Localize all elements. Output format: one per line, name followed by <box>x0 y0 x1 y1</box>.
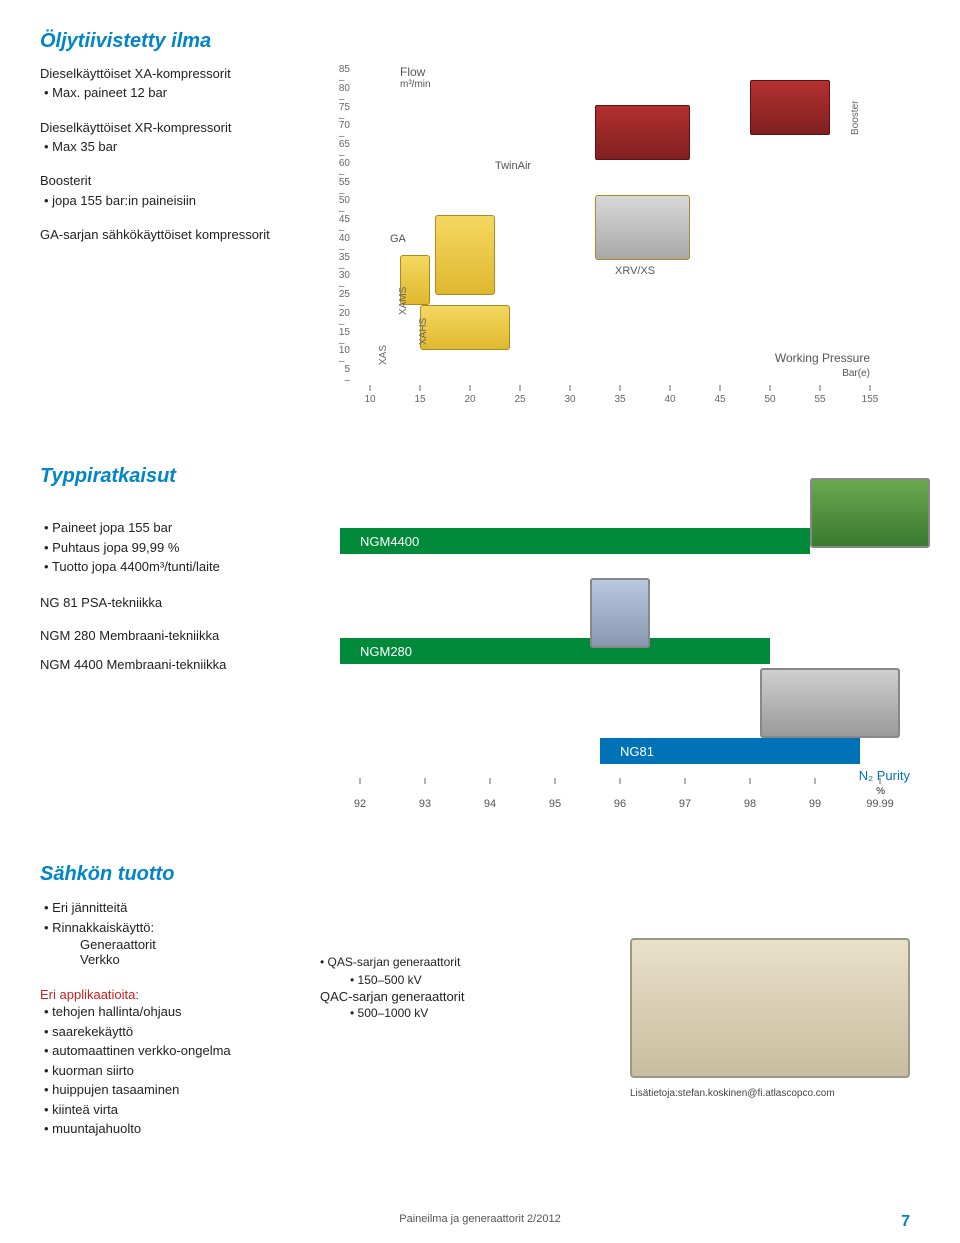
y-tick: 75 <box>339 102 350 124</box>
list-item: Max. paineet 12 bar <box>44 83 300 103</box>
x-tick: 25 <box>514 394 525 405</box>
nitro-bar: NGM280 <box>340 638 770 664</box>
gen-sub: 500–1000 kV <box>350 1004 600 1022</box>
power-left: Eri jännitteitä Rinnakkaiskäyttö: Genera… <box>40 898 290 1139</box>
x-tick: 15 <box>414 394 425 405</box>
list-item: tehojen hallinta/ohjaus <box>44 1002 290 1022</box>
section1-left: Dieselkäyttöiset XA-kompressorit Max. pa… <box>40 65 300 425</box>
gen-sub: 150–500 kV <box>350 971 600 989</box>
section2-title: Typpiratkaisut <box>40 465 920 488</box>
nitro-bar: NGM4400 <box>340 528 810 554</box>
nitro-tick: 96 <box>614 798 626 810</box>
x-tick: 35 <box>614 394 625 405</box>
nitro-tick: 97 <box>679 798 691 810</box>
list-item: Puhtaus jopa 99,99 % <box>44 538 320 558</box>
sub-item: Verkko <box>80 952 290 967</box>
x-tick: 10 <box>364 394 375 405</box>
flow-pressure-chart: Flow m³/min 5101520253035404550556065707… <box>320 65 900 425</box>
list-item: kiinteä virta <box>44 1100 290 1120</box>
section1-title: Öljytiivistetty ilma <box>40 30 920 53</box>
y-tick: 40 <box>339 233 350 255</box>
nitro-tick: 99 <box>809 798 821 810</box>
block-head: Boosterit <box>40 172 300 190</box>
nitro-chart: NGM4400 NGM280 NG81 N₂ Purity % 92 93 94 95 96… <box>340 518 920 858</box>
nitro-tick: 95 <box>549 798 561 810</box>
gen-line: QAS-sarjan generaattorit <box>320 953 600 971</box>
power-mid: QAS-sarjan generaattorit 150–500 kV QAC-… <box>320 898 600 1139</box>
y-tick: 20 <box>339 308 350 330</box>
y-tick: 35 <box>339 252 350 274</box>
y-tick: 65 <box>339 139 350 161</box>
y-tick: 5 <box>344 364 350 386</box>
footer-text: Paineilma ja generaattorit 2/2012 <box>399 1213 560 1225</box>
list-item: Tuotto jopa 4400m³/tunti/laite <box>44 557 320 577</box>
x-tick: 20 <box>464 394 475 405</box>
nitro-bar: NG81 <box>600 738 860 764</box>
nitro-tick: 98 <box>744 798 756 810</box>
block-head: GA-sarjan sähkökäyttöiset kompressorit <box>40 226 300 244</box>
x-tick: 155 <box>862 394 879 405</box>
xams-label: XAMS <box>398 287 409 315</box>
y-tick: 70 <box>339 120 350 142</box>
nitro-left: Paineet jopa 155 bar Puhtaus jopa 99,99 … <box>40 518 320 858</box>
gen-line: QAC-sarjan generaattorit <box>320 989 600 1004</box>
contact-info: Lisätietoja:stefan.koskinen@fi.atlascopc… <box>630 1088 910 1099</box>
y-tick: 30 <box>339 270 350 292</box>
x-axis-unit: Bar(e) <box>842 368 870 379</box>
nitro-tick: 93 <box>419 798 431 810</box>
nitro-tick: 94 <box>484 798 496 810</box>
list-item: Paineet jopa 155 bar <box>44 518 320 538</box>
subhead: NG 81 PSA-tekniikka <box>40 595 320 610</box>
y-tick: 15 <box>339 327 350 349</box>
list-item: muuntajahuolto <box>44 1119 290 1139</box>
footer: Paineilma ja generaattorit 2/2012 7 <box>0 1213 960 1225</box>
nitro-tick: 99.99 <box>866 798 894 810</box>
list-item: saarekekäyttö <box>44 1022 290 1042</box>
subhead: NGM 280 Membraani-tekniikka <box>40 628 320 643</box>
x-tick: 55 <box>814 394 825 405</box>
x-tick: 40 <box>664 394 675 405</box>
y-tick: 55 <box>339 177 350 199</box>
subhead: NGM 4400 Membraani-tekniikka <box>40 657 320 672</box>
block-head: Dieselkäyttöiset XA-kompressorit <box>40 65 300 83</box>
y-axis-label: Flow <box>400 65 425 79</box>
y-tick: 10 <box>339 345 350 367</box>
ga-label: GA <box>390 233 406 245</box>
y-tick: 80 <box>339 83 350 105</box>
y-tick: 60 <box>339 158 350 180</box>
n2-unit: % <box>876 786 885 797</box>
x-tick: 50 <box>764 394 775 405</box>
list-item: automaattinen verkko-ongelma <box>44 1041 290 1061</box>
block-head: Dieselkäyttöiset XR-kompressorit <box>40 119 300 137</box>
y-tick: 25 <box>339 289 350 311</box>
nitro-tick: 92 <box>354 798 366 810</box>
x-tick: 30 <box>564 394 575 405</box>
y-axis-unit: m³/min <box>400 79 431 90</box>
sub-item: Generaattorit <box>80 937 290 952</box>
generator-image: Lisätietoja:stefan.koskinen@fi.atlascopc… <box>630 898 910 1139</box>
list-item: huippujen tasaaminen <box>44 1080 290 1100</box>
y-tick: 45 <box>339 214 350 236</box>
list-item: Max 35 bar <box>44 137 300 157</box>
section3-title: Sähkön tuotto <box>40 863 920 886</box>
y-tick: 85 <box>339 64 350 86</box>
twinair-label: TwinAir <box>495 160 531 172</box>
booster-label: Booster <box>850 101 861 135</box>
n2-purity-label: N₂ Purity <box>859 768 910 783</box>
xahs-label: XAHS <box>418 318 429 345</box>
list-item: jopa 155 bar:in paineisiin <box>44 191 300 211</box>
list-item: Eri jännitteitä <box>44 898 290 918</box>
page-number: 7 <box>901 1213 910 1231</box>
xrvxs-label: XRV/XS <box>615 265 655 277</box>
x-tick: 45 <box>714 394 725 405</box>
list-item: kuorman siirto <box>44 1061 290 1081</box>
xas-label: XAS <box>378 345 389 365</box>
list-item: Rinnakkaiskäyttö: <box>44 918 290 938</box>
apps-head: Eri applikaatioita: <box>40 987 290 1002</box>
y-tick: 50 <box>339 195 350 217</box>
x-axis-label: Working Pressure <box>775 351 870 365</box>
